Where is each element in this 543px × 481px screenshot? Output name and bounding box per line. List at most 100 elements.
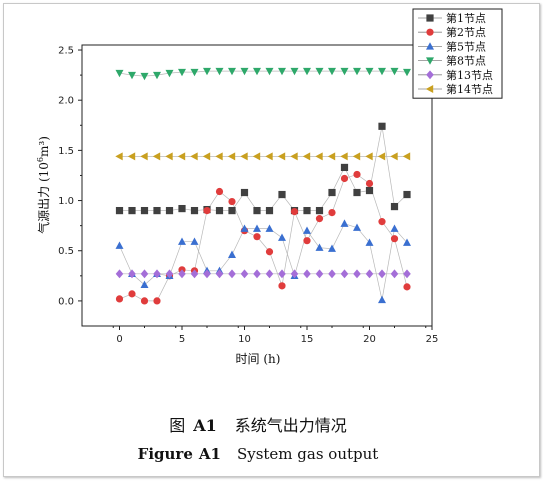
legend-marker-4 [426,70,434,80]
data-point-s5-14 [290,152,298,161]
data-point-s4-9 [228,269,236,279]
y-axis-title: 气源出力 (106m³) [36,136,51,234]
x-tick-label-2: 10 [238,334,251,345]
data-point-s1-23 [403,283,411,291]
data-point-s4-20 [365,269,374,279]
data-point-s2-23 [403,238,411,246]
data-point-s2-17 [328,244,336,252]
data-point-s0-9 [228,206,236,215]
data-point-s2-13 [278,233,286,241]
x-tick-label-3: 15 [301,334,314,345]
legend-label-5: 第14节点 [446,82,493,96]
data-point-s4-5 [178,269,186,279]
data-point-s4-21 [378,269,386,279]
data-point-s1-22 [390,235,399,243]
data-point-s4-12 [265,269,274,279]
legend-marker-1 [426,28,434,36]
data-point-s4-17 [328,269,336,279]
data-point-s0-3 [153,206,161,215]
data-point-s3-15 [303,67,311,76]
data-point-s5-0 [115,152,123,161]
data-point-s4-16 [315,269,324,279]
data-point-s5-13 [277,152,286,161]
data-point-s0-15 [303,206,311,215]
data-point-s2-15 [303,226,311,234]
data-point-s2-11 [253,224,261,232]
data-point-s4-10 [240,269,249,279]
data-point-s0-18 [340,163,349,172]
data-point-s2-21 [378,295,386,304]
data-point-s1-15 [303,237,311,245]
data-point-s1-11 [253,233,261,241]
data-point-s4-0 [115,269,124,279]
legend-label-2: 第5节点 [446,39,486,53]
data-point-s5-5 [177,152,186,161]
x-tick-label-0: 0 [116,334,122,345]
data-point-s0-19 [353,188,361,197]
data-point-s5-18 [340,152,348,161]
data-point-s1-7 [203,206,211,215]
data-point-s1-9 [228,197,236,206]
legend-label-0: 第1节点 [446,11,486,25]
legend-label-1: 第2节点 [446,25,486,39]
data-point-s1-18 [340,174,349,183]
data-point-s0-16 [315,206,324,215]
data-point-s5-20 [365,152,373,161]
data-point-s5-2 [140,152,148,161]
data-point-s1-16 [315,215,324,223]
data-point-s3-5 [178,68,186,77]
data-point-s4-6 [190,269,199,279]
data-point-s2-16 [315,243,324,251]
data-point-s2-9 [228,250,236,258]
data-point-s3-19 [353,67,361,76]
data-point-s1-20 [365,179,374,188]
data-point-s0-21 [378,122,386,130]
data-point-s3-1 [128,71,136,80]
data-point-s3-18 [340,67,349,76]
data-point-s5-16 [315,152,323,161]
data-point-s5-1 [127,152,136,161]
data-point-s0-6 [190,206,199,215]
data-point-s4-8 [215,269,224,279]
legend-label-3: 第8节点 [446,54,486,68]
legend-box [412,8,503,99]
data-point-s5-15 [302,152,311,161]
legend-marker-5 [425,85,434,93]
data-point-s4-11 [253,269,261,279]
data-point-s3-17 [328,67,336,76]
data-point-s1-21 [378,218,386,226]
data-point-s1-8 [215,187,224,196]
legend-marker-3 [426,57,434,65]
y-tick-label-2: 1.0 [58,196,74,207]
series-line-2 [119,223,408,300]
data-point-s0-5 [178,204,186,213]
data-point-s3-13 [278,67,286,76]
data-point-s5-12 [265,152,273,161]
data-point-s1-13 [278,282,286,290]
data-point-s1-12 [265,248,274,256]
x-tick-label-1: 5 [179,334,185,345]
data-point-s0-17 [328,188,336,197]
caption-chinese: 图 A1 系统气出力情况 [169,416,347,435]
data-point-s5-3 [152,152,161,161]
data-point-s0-12 [265,206,274,215]
data-point-s3-7 [203,67,211,76]
data-point-s2-10 [240,224,249,232]
data-point-s3-14 [290,67,299,76]
data-point-s2-19 [353,223,361,231]
data-point-s1-17 [328,208,336,217]
data-point-s4-7 [203,269,211,279]
data-point-s3-2 [140,72,149,81]
data-point-s1-2 [140,297,149,305]
data-point-s3-23 [403,68,411,77]
data-point-s4-18 [340,269,349,279]
data-point-s0-4 [165,206,174,215]
data-point-s0-11 [253,206,261,215]
data-point-s1-14 [290,207,299,216]
data-point-s5-7 [202,152,211,161]
data-point-s3-0 [115,69,124,78]
data-point-s4-15 [303,269,311,279]
data-point-s2-22 [390,224,399,232]
